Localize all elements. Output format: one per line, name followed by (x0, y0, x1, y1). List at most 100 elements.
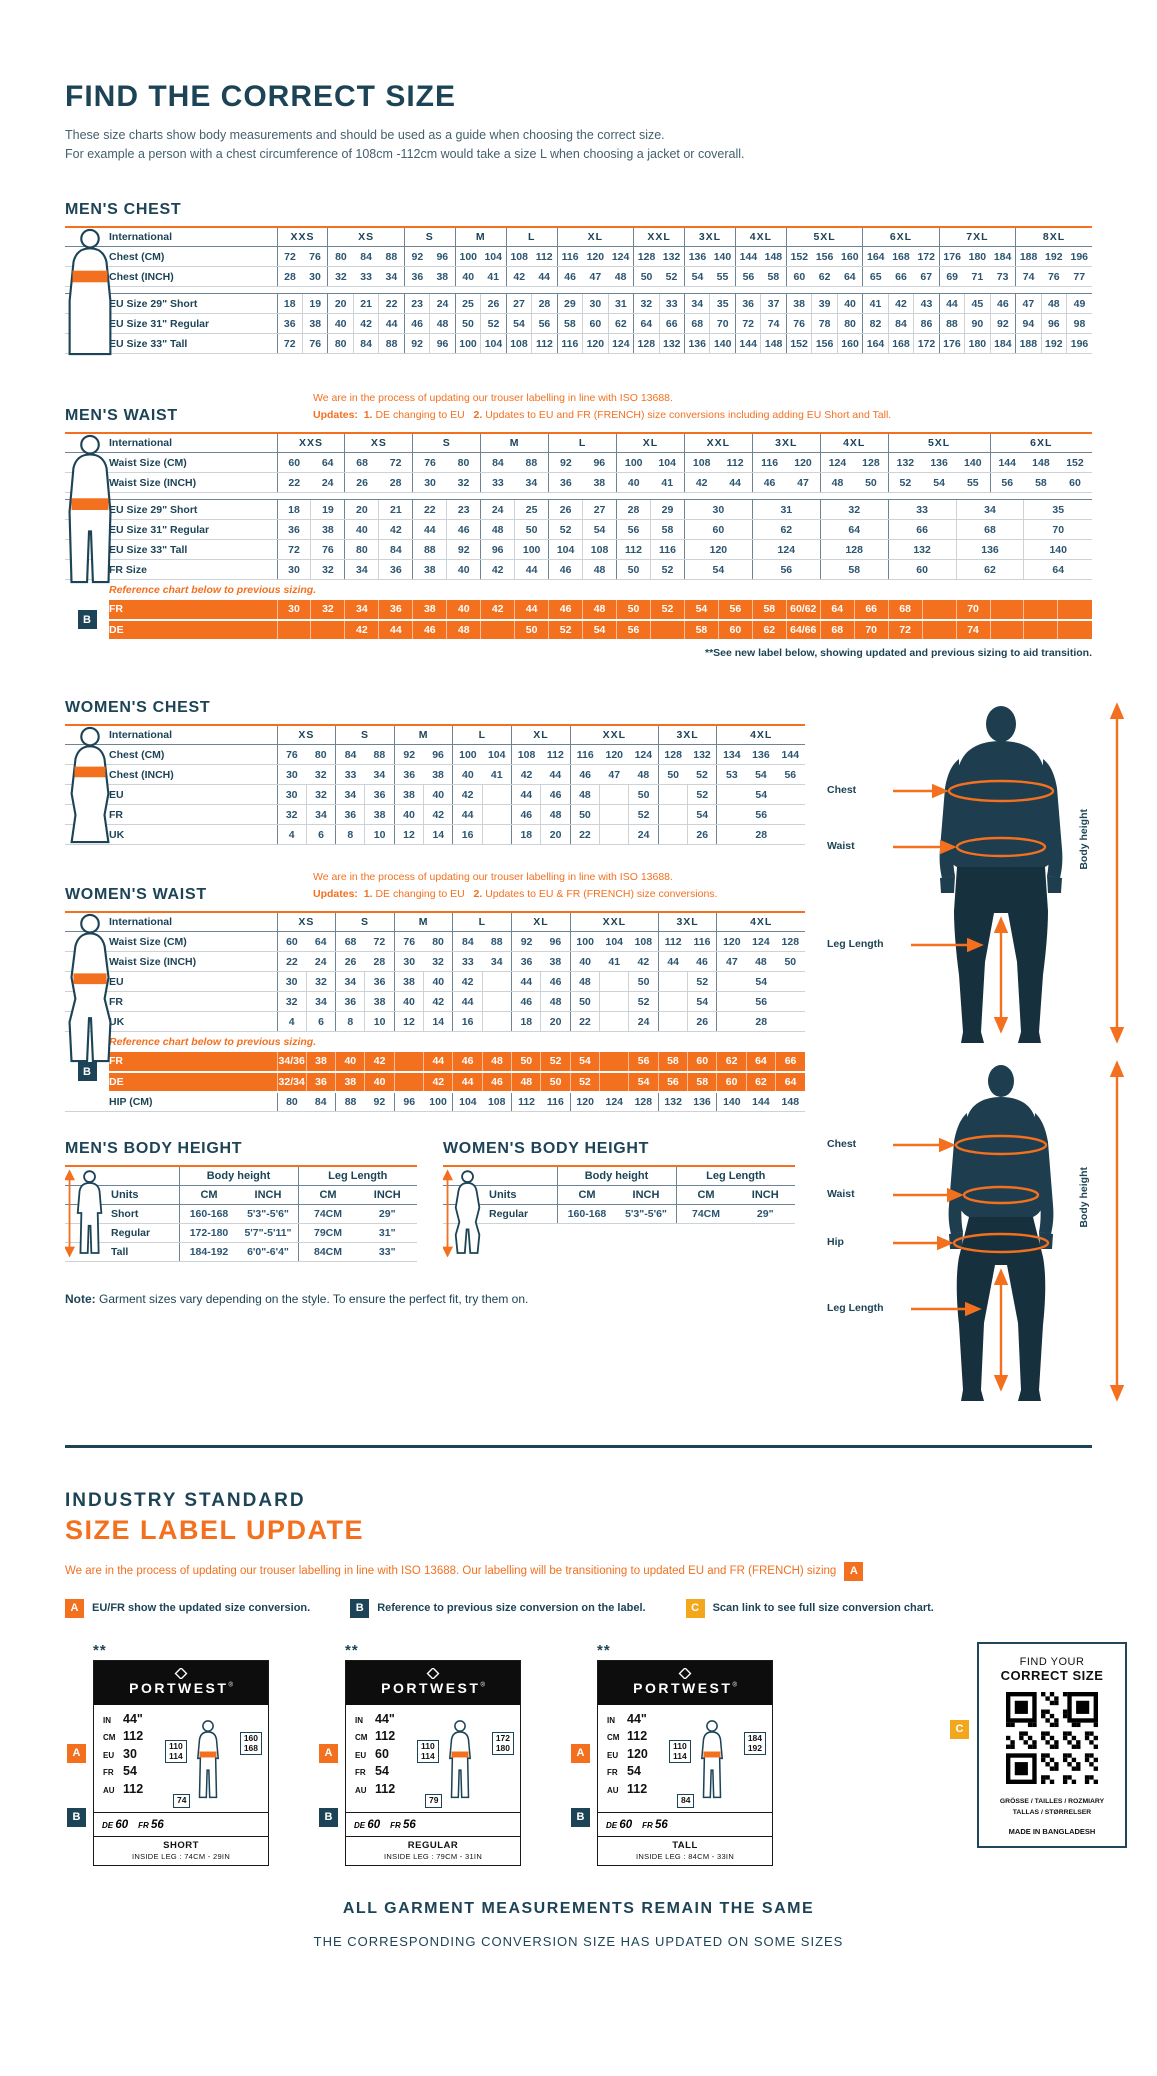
table-row (65, 492, 1092, 501)
size-cell (482, 784, 513, 806)
table-row: Waist Size (CM) 60 64 68 72 76 80 84 88 92 96 100 10… (65, 452, 1092, 474)
asterisks: ** (345, 1641, 359, 1659)
table-row: FR 32 34 36 38 40 42 44 46 48 50 52 54 56 (65, 991, 805, 1013)
size-cell: 26 (687, 1011, 718, 1033)
size-cell (1057, 619, 1092, 641)
size-cell: 188 (1015, 246, 1042, 268)
size-cell: 76 (302, 246, 329, 268)
size-cell: 58 (658, 1051, 689, 1073)
qr-card-wrap: C FIND YOUR CORRECT SIZE GRÖSSE / TAILLE… (950, 1641, 1127, 1848)
mens-waist-figure-icon (68, 434, 112, 583)
size-cell: 88 (482, 931, 513, 953)
body-height-row: MEN'S BODY HEIGHT Body height Leg Length U… (65, 1140, 827, 1262)
size-cell: 42 (423, 991, 454, 1013)
size-cell: 108 (511, 744, 541, 766)
size-cell: 64 (633, 313, 660, 335)
size-cell: 29" (357, 1204, 417, 1224)
size-cell: 60 (1057, 472, 1092, 494)
unit-col: CM (298, 1185, 358, 1205)
row-label: EU Size 29" Short (109, 293, 278, 315)
mens-body-height-table-wrap: Body height Leg Length Units CM INCH CM INCH Sh… (65, 1165, 417, 1262)
size-cell: 22 (570, 824, 601, 846)
size-cell: 116 (557, 333, 584, 355)
size-cell: 36 (511, 951, 541, 973)
size-cell: 100 (616, 452, 651, 474)
size-cell: 46 (990, 293, 1017, 315)
table-row: Chest (CM) 72 76 80 84 88 92 96 100 104 108 112 116 1… (65, 246, 1092, 268)
size-cell: 54 (506, 313, 533, 335)
size-cell: 52 (687, 784, 718, 806)
size-cell: 79CM (298, 1223, 358, 1243)
size-group-5XL: 5XL (786, 226, 864, 248)
size-cell: 42 (364, 1051, 395, 1073)
previous-sizing-row: DE 60 FR 56 (94, 1811, 268, 1836)
size-group-M: M (455, 226, 507, 248)
badge-b-icon: B (77, 1062, 97, 1082)
size-cell: 128 (820, 539, 889, 561)
label-body: IN 44" CM 112 EU 120 FR 54 AU 112 110 114 184 192 84 (598, 1705, 772, 1812)
size-system: IN (103, 1715, 111, 1725)
registered-mark: ® (228, 1682, 233, 1689)
asterisks: ** (597, 1641, 611, 1659)
size-cell: 28 (364, 951, 395, 973)
size-cell: 52 (687, 971, 718, 993)
size-cell: 176 (939, 333, 966, 355)
size-cell: 88 (335, 1091, 365, 1113)
table-row: UK 4 6 8 10 12 14 16 18 20 22 24 26 28 (65, 824, 805, 846)
size-cell: 5'7"-5'11" (238, 1223, 299, 1243)
height-range-box: 172 180 (491, 1731, 514, 1756)
size-cell: 42 (423, 1071, 454, 1093)
size-cell: 72 (888, 619, 923, 641)
size-cell: 36 (735, 293, 762, 315)
size-cell: 152 (1057, 452, 1092, 474)
size-cell: 50 (628, 784, 659, 806)
size-system: IN (607, 1715, 615, 1725)
size-group-3XL: 3XL (658, 724, 718, 746)
corner-spacer (107, 1166, 180, 1186)
label-size-row: FR 54 (355, 1764, 417, 1782)
label-brand-header: PORTWEST® (346, 1660, 520, 1705)
size-cell: 120 (582, 333, 609, 355)
size-cell: 100 (455, 246, 481, 268)
size-cell: 44 (412, 519, 448, 541)
size-cell: 44 (511, 971, 542, 993)
size-system: FR (642, 1820, 656, 1830)
size-cell: 43 (913, 293, 940, 315)
size-cell: 56 (628, 1051, 659, 1073)
fit-label: Regular (107, 1223, 180, 1243)
size-cell: 6 (306, 824, 337, 846)
size-cell: 38 (310, 519, 346, 541)
size-cell: 44 (658, 951, 688, 973)
size-cell: 144 (775, 744, 805, 766)
row-label: Waist Size (INCH) (109, 951, 278, 973)
size-cell: 148 (775, 1091, 805, 1113)
size-system: AU (103, 1785, 115, 1795)
unit-col: CM (676, 1185, 736, 1205)
size-group-XS: XS (344, 432, 414, 454)
size-cell (482, 804, 513, 826)
size-cell: 38 (335, 1071, 366, 1093)
size-cell: 8 (335, 1011, 366, 1033)
section-womens-chest: WOMEN'S CHEST International XS S M L XL XXL 3XL… (65, 699, 827, 846)
brand-line: PORTWEST® (129, 1680, 233, 1698)
size-cell: 128 (633, 333, 660, 355)
size-cell: 58 (820, 559, 889, 581)
size-cell: 66 (888, 266, 914, 288)
header-row: Body height Leg Length (443, 1166, 795, 1186)
row-label: Waist Size (INCH) (109, 472, 278, 494)
size-cell: 112 (531, 333, 558, 355)
size-cell: 26 (335, 951, 365, 973)
size-cell: 36 (364, 971, 395, 993)
table-row: Chest (INCH) 30 32 33 34 36 38 40 41 42 44 46 47 48 50… (65, 764, 805, 786)
row-label: FR (109, 1051, 278, 1073)
label-size-row: FR 54 (607, 1764, 669, 1782)
size-cell: 46 (548, 559, 584, 581)
size-cell: 80 (277, 1091, 307, 1113)
size-cell: 58 (752, 599, 787, 621)
size-cell: 124 (608, 246, 635, 268)
size-cell: 108 (482, 1091, 513, 1113)
size-cell: 96 (429, 333, 456, 355)
size-cell: 50 (628, 971, 659, 993)
mens-waist-heading: MEN'S WAIST (65, 406, 178, 424)
size-cell: 8 (335, 824, 366, 846)
